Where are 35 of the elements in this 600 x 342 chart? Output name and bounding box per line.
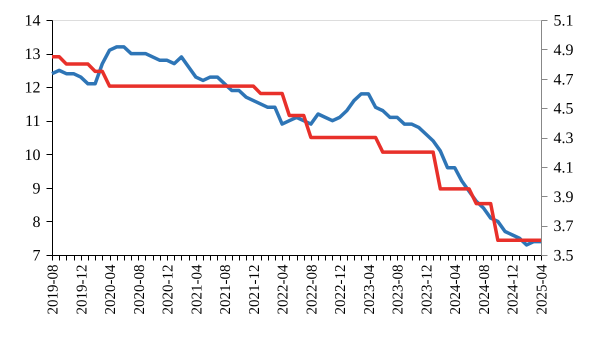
x-tick-label: 2020-12: [160, 264, 177, 314]
y-tick-label: 12: [24, 80, 40, 97]
x-tick-label: 2025-04: [534, 264, 550, 314]
y-tick-label: 8: [32, 214, 40, 231]
y-tick-label: 10: [24, 146, 40, 164]
y-tick-label: 14: [24, 12, 40, 30]
x-tick-label: 2022-12: [333, 264, 350, 314]
x-tick-label: 2020-08: [132, 264, 148, 314]
y2-tick-label: 5.1: [554, 12, 574, 30]
y2-tick-label: 4.9: [554, 42, 574, 59]
y-tick-label: 13: [24, 46, 40, 64]
y2-tick-label: 4.5: [554, 100, 574, 118]
y2-tick-label: 4.7: [554, 71, 574, 88]
y2-tick-label: 3.7: [554, 218, 574, 236]
x-tick-label: 2021-04: [189, 264, 206, 314]
x-tick-label: 2023-12: [419, 264, 436, 314]
y-tick-label: 9: [32, 180, 40, 198]
y2-tick-label: 3.5: [554, 248, 574, 264]
x-tick-label: 2024-12: [506, 264, 522, 314]
x-tick-label: 2022-04: [276, 264, 292, 314]
x-tick-label: 2019-08: [46, 264, 62, 314]
x-tick-label: 2019-12: [74, 264, 90, 314]
y-tick-label: 7: [32, 248, 40, 264]
y-tick-label: 11: [25, 113, 40, 130]
x-tick-label: 2021-08: [218, 264, 234, 314]
y2-tick-label: 4.3: [554, 130, 574, 147]
x-tick-label: 2023-08: [390, 264, 407, 314]
y2-tick-label: 4.1: [554, 159, 574, 176]
x-tick-label: 2021-12: [246, 264, 263, 314]
x-tick-label: 2022-08: [304, 264, 320, 314]
x-tick-label: 2024-08: [476, 264, 493, 314]
y2-tick-label: 3.9: [554, 188, 574, 206]
x-tick-label: 2023-04: [362, 264, 378, 314]
x-tick-label: 2024-04: [448, 264, 464, 314]
x-tick-label: 2020-04: [103, 264, 120, 314]
